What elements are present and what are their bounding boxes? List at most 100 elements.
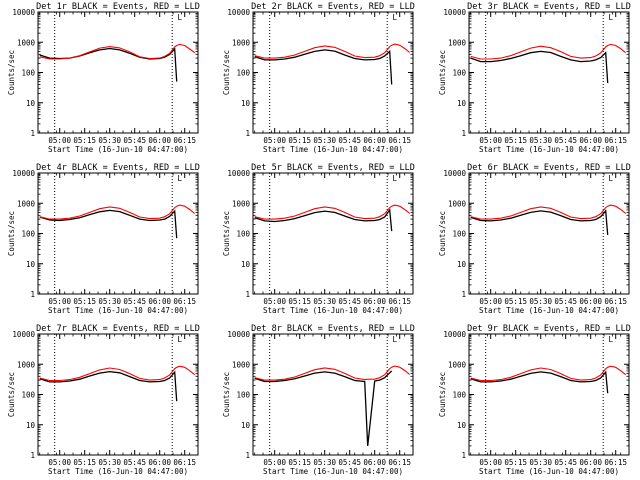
events-series-line [39, 370, 178, 402]
x-tick-label: 06:00 [363, 458, 386, 467]
x-tick-label: 05:15 [504, 136, 527, 145]
y-tick-label: 10000 [443, 169, 466, 178]
x-tick-label: 05:15 [288, 458, 311, 467]
x-tick-label: 05:15 [73, 297, 96, 306]
y-tick-label: 10 [457, 260, 467, 269]
y-tick-label: 100 [452, 391, 466, 400]
y-tick-label: 10000 [12, 330, 35, 339]
chart-panel: Det 2r BLACK = Events, RED = LLD 1 10 100 10… [222, 2, 415, 154]
chart-title: Det 2r BLACK = Events, RED = LLD [251, 2, 415, 12]
y-tick-label: 1000 [17, 38, 36, 47]
chart-title: Det 4r BLACK = Events, RED = LLD [36, 163, 200, 173]
x-tick-label: 06:15 [173, 297, 196, 306]
x-tick-label: 06:00 [148, 297, 171, 306]
y-tick-label: 10000 [443, 8, 466, 17]
plot-frame [252, 11, 414, 134]
y-tick-label: 10000 [227, 8, 250, 17]
plot-frame [37, 11, 199, 134]
y-tick-label: 1000 [448, 38, 467, 47]
x-tick-label: 06:00 [579, 458, 602, 467]
y-axis-label: Counts/sec [222, 50, 231, 95]
y-tick-label: 1 [461, 290, 466, 299]
events-series-line [470, 370, 609, 394]
chart-panel: Det 3r BLACK = Events, RED = LLD 1 10 100 10… [438, 2, 631, 154]
x-tick-label: 05:00 [48, 297, 71, 306]
x-tick-label: 06:15 [388, 297, 411, 306]
y-tick-label: 100 [452, 69, 466, 78]
y-tick-label: 10000 [443, 330, 466, 339]
x-axis-label: Start Time (16-Jun-10 04:47:00) [479, 467, 619, 476]
x-tick-label: 05:00 [263, 458, 286, 467]
y-axis-label: Counts/sec [438, 50, 447, 95]
y-tick-label: 10 [241, 99, 251, 108]
events-series-line [39, 209, 178, 239]
y-tick-label: 100 [452, 230, 466, 239]
y-tick-label: 1 [245, 290, 250, 299]
x-tick-label: 05:15 [288, 136, 311, 145]
chart-title: Det 9r BLACK = Events, RED = LLD [467, 324, 631, 334]
x-tick-label: 06:15 [604, 297, 627, 306]
chart-title: Det 5r BLACK = Events, RED = LLD [251, 163, 415, 173]
y-axis-label: Counts/sec [222, 211, 231, 256]
y-tick-label: 1000 [232, 360, 251, 369]
lld-series-line [254, 365, 411, 381]
x-tick-label: 05:15 [504, 297, 527, 306]
y-tick-label: 10000 [12, 8, 35, 17]
x-tick-label: 05:45 [554, 297, 577, 306]
y-tick-label: 10000 [227, 169, 250, 178]
x-tick-label: 05:30 [313, 136, 336, 145]
y-tick-label: 100 [236, 69, 250, 78]
x-axis-label: Start Time (16-Jun-10 04:47:00) [479, 145, 619, 154]
events-series-line [39, 47, 178, 82]
chart-panel: Det 8r BLACK = Events, RED = LLD 1 10 100 10… [222, 324, 415, 476]
lld-series-line [254, 204, 411, 220]
x-tick-label: 05:30 [529, 297, 552, 306]
x-axis-label: Start Time (16-Jun-10 04:47:00) [263, 467, 403, 476]
x-tick-label: 06:15 [388, 458, 411, 467]
corner-marker: L [392, 13, 397, 22]
events-series-line [470, 50, 609, 84]
x-tick-label: 05:00 [48, 458, 71, 467]
corner-marker: L [177, 174, 182, 183]
corner-marker: L [392, 174, 397, 183]
y-tick-label: 1000 [17, 360, 36, 369]
x-tick-label: 05:45 [554, 458, 577, 467]
x-tick-label: 06:00 [579, 297, 602, 306]
y-axis-label: Counts/sec [438, 372, 447, 417]
x-axis-label: Start Time (16-Jun-10 04:47:00) [48, 306, 188, 315]
lld-series-line [39, 365, 196, 382]
x-tick-label: 05:00 [479, 136, 502, 145]
x-tick-label: 05:00 [263, 297, 286, 306]
lld-series-line [470, 204, 627, 220]
plot-frame [468, 172, 630, 295]
y-tick-label: 10000 [227, 330, 250, 339]
y-tick-label: 1000 [232, 199, 251, 208]
y-tick-label: 100 [236, 391, 250, 400]
x-tick-label: 06:00 [148, 458, 171, 467]
plot-frame [252, 333, 414, 456]
x-tick-label: 06:15 [173, 136, 196, 145]
plot-frame [37, 172, 199, 295]
corner-marker: L [608, 174, 613, 183]
y-tick-label: 10 [457, 421, 467, 430]
x-tick-label: 05:30 [98, 458, 121, 467]
x-tick-label: 05:45 [554, 136, 577, 145]
y-axis-label: Counts/sec [7, 372, 16, 417]
chart-panel: Det 6r BLACK = Events, RED = LLD 1 10 100 10… [438, 163, 631, 315]
lld-series-line [470, 365, 627, 382]
x-axis-label: Start Time (16-Jun-10 04:47:00) [48, 145, 188, 154]
x-tick-label: 06:15 [604, 136, 627, 145]
y-tick-label: 10 [26, 421, 36, 430]
x-tick-label: 05:00 [263, 136, 286, 145]
x-tick-label: 05:30 [98, 297, 121, 306]
y-axis-label: Counts/sec [222, 372, 231, 417]
y-tick-label: 1 [30, 129, 35, 138]
lld-series-line [39, 43, 196, 60]
y-tick-label: 100 [21, 230, 35, 239]
x-tick-label: 05:00 [479, 297, 502, 306]
chart-panel: Det 5r BLACK = Events, RED = LLD 1 10 100 10… [222, 163, 415, 315]
plot-frame [468, 11, 630, 134]
y-tick-label: 1 [461, 129, 466, 138]
lld-series-line [254, 43, 411, 59]
